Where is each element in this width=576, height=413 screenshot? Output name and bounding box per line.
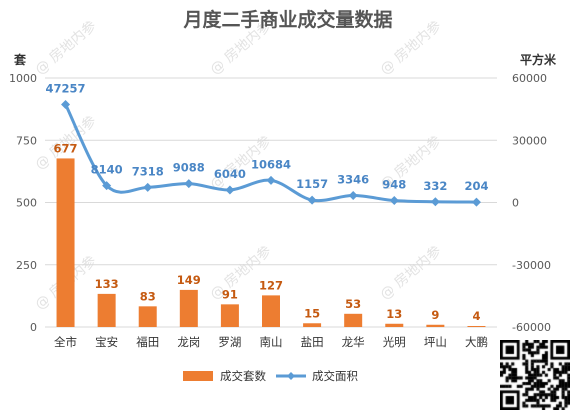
bar <box>303 323 322 327</box>
watermark-text: @ 房地内参 <box>207 242 275 303</box>
watermark-text: @ 房地内参 <box>32 17 100 78</box>
line-point <box>61 99 71 109</box>
line-point <box>307 195 317 205</box>
line-value-label: 9088 <box>173 161 205 175</box>
watermark-text: @ 房地内参 <box>377 242 445 303</box>
category-label: 龙华 <box>342 335 365 349</box>
left-tick-label: 1000 <box>9 72 37 85</box>
line-value-label: 204 <box>464 179 488 193</box>
left-tick-label: 500 <box>16 197 37 210</box>
left-axis-unit: 套 <box>13 52 27 67</box>
bar <box>56 158 75 327</box>
bar <box>262 295 280 327</box>
left-tick-label: 250 <box>16 259 37 272</box>
category-label: 盐田 <box>301 335 324 349</box>
line-series <box>61 99 481 207</box>
line-value-label: 6040 <box>214 167 246 181</box>
category-label: 坪山 <box>424 335 447 349</box>
category-axis-labels: 全市 宝安 福田 龙岗 罗湖 南山 盐田 龙华 光明 坪山 大鹏 <box>54 335 488 349</box>
bar-value-label: 127 <box>259 278 283 292</box>
chart-title: 月度二手商业成交量数据 <box>182 8 392 31</box>
bar-value-label: 149 <box>177 273 201 287</box>
right-tick-label: 0 <box>512 197 519 210</box>
legend-line-label: 成交面积 <box>312 369 358 383</box>
bar-value-label: 53 <box>345 297 361 311</box>
line-point <box>389 196 399 206</box>
right-axis-unit: 平方米 <box>520 52 557 67</box>
bar <box>220 304 239 327</box>
right-tick-label: -30000 <box>512 259 551 272</box>
right-tick-label: 60000 <box>512 72 547 85</box>
bar <box>138 306 157 327</box>
line-value-label: 47257 <box>46 81 86 95</box>
bar-value-label: 15 <box>304 306 320 320</box>
bar <box>97 293 116 327</box>
bar <box>467 326 486 327</box>
bar <box>344 313 363 327</box>
line-value-label: 332 <box>423 179 447 193</box>
bar-data-labels: 677 133 83 149 91 127 15 53 13 9 4 <box>54 141 481 323</box>
bar-series <box>56 158 486 327</box>
left-tick-label: 0 <box>30 321 37 334</box>
left-axis-ticks: 1000 750 500 250 0 <box>9 72 37 334</box>
bar-value-label: 91 <box>222 287 238 301</box>
line-point <box>430 197 440 207</box>
legend: 成交套数 成交面积 <box>183 369 358 383</box>
line-data-labels: 47257 8140 7318 9088 6040 10684 1157 3346 948 332… <box>46 81 489 193</box>
right-axis-ticks: 60000 30000 0 -30000 -60000 <box>512 72 551 334</box>
line-value-label: 8140 <box>91 163 123 177</box>
legend-bar-swatch <box>183 371 213 381</box>
category-label: 福田 <box>136 335 159 349</box>
line-point <box>184 179 194 189</box>
gridlines <box>45 77 497 328</box>
qr-code <box>500 340 570 410</box>
line-point <box>348 191 358 201</box>
legend-line-marker <box>287 372 295 380</box>
line-point <box>143 182 153 192</box>
right-tick-label: -60000 <box>512 321 551 334</box>
legend-bar-label: 成交套数 <box>220 369 266 383</box>
bar-value-label: 4 <box>472 309 480 323</box>
category-label: 大鹏 <box>465 335 488 349</box>
line-point <box>471 197 481 207</box>
right-tick-label: 30000 <box>512 134 547 147</box>
bar-value-label: 9 <box>431 308 439 322</box>
category-label: 光明 <box>383 335 406 349</box>
bar <box>179 289 198 327</box>
line-value-label: 1157 <box>296 177 328 191</box>
category-label: 南山 <box>260 335 283 349</box>
left-tick-label: 750 <box>16 134 37 147</box>
category-label: 全市 <box>54 335 77 349</box>
bar-value-label: 133 <box>95 277 119 291</box>
line-point <box>225 185 235 195</box>
line-value-label: 3346 <box>337 173 369 187</box>
line-value-label: 948 <box>382 178 406 192</box>
category-label: 龙岗 <box>177 335 200 349</box>
bar-value-label: 677 <box>54 141 78 155</box>
line-value-label: 10684 <box>251 157 291 171</box>
bar-value-label: 83 <box>140 289 156 303</box>
category-label: 宝安 <box>95 335 118 349</box>
bar <box>385 323 404 327</box>
bar <box>426 324 445 327</box>
line-value-label: 7318 <box>132 164 164 178</box>
line-point <box>102 181 112 191</box>
bar-value-label: 13 <box>386 307 402 321</box>
line-point <box>266 175 276 185</box>
category-label: 罗湖 <box>218 335 241 349</box>
